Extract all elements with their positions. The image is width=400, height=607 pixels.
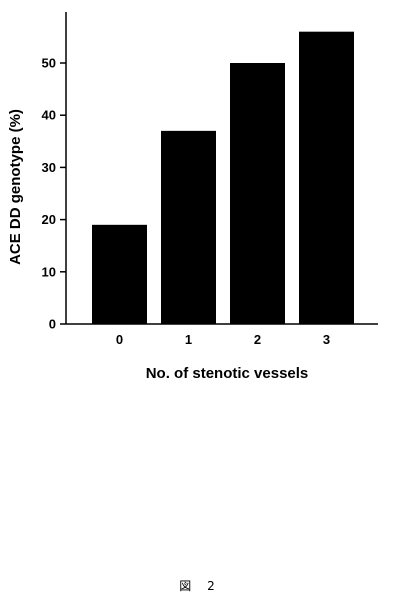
x-tick-label: 0 [116,332,123,347]
y-tick-label: 0 [49,317,56,332]
y-tick-label: 40 [42,108,56,123]
x-tick-label: 3 [323,332,330,347]
x-ticks-group: 0 1 2 3 [116,332,330,347]
y-axis-label: ACE DD genotype (%) [7,109,24,265]
y-tick-label: 30 [42,160,56,175]
bar-0 [92,224,147,324]
x-tick-label: 2 [254,332,261,347]
y-ticks-group: 0 10 20 30 40 50 [42,56,66,332]
bar-1 [161,130,216,324]
bar-chart: 0 10 20 30 40 50 0 1 2 3 No. of stenotic vessels… [7,12,378,382]
figure-caption: 図 2 [179,579,221,593]
x-axis-label: No. of stenotic vessels [146,365,309,382]
y-tick-label: 10 [42,264,56,279]
bars-group [92,31,354,325]
bar-2 [230,63,285,324]
x-tick-label: 1 [185,332,192,347]
y-tick-label: 20 [42,212,56,227]
bar-3 [299,31,354,325]
y-tick-label: 50 [42,56,56,71]
